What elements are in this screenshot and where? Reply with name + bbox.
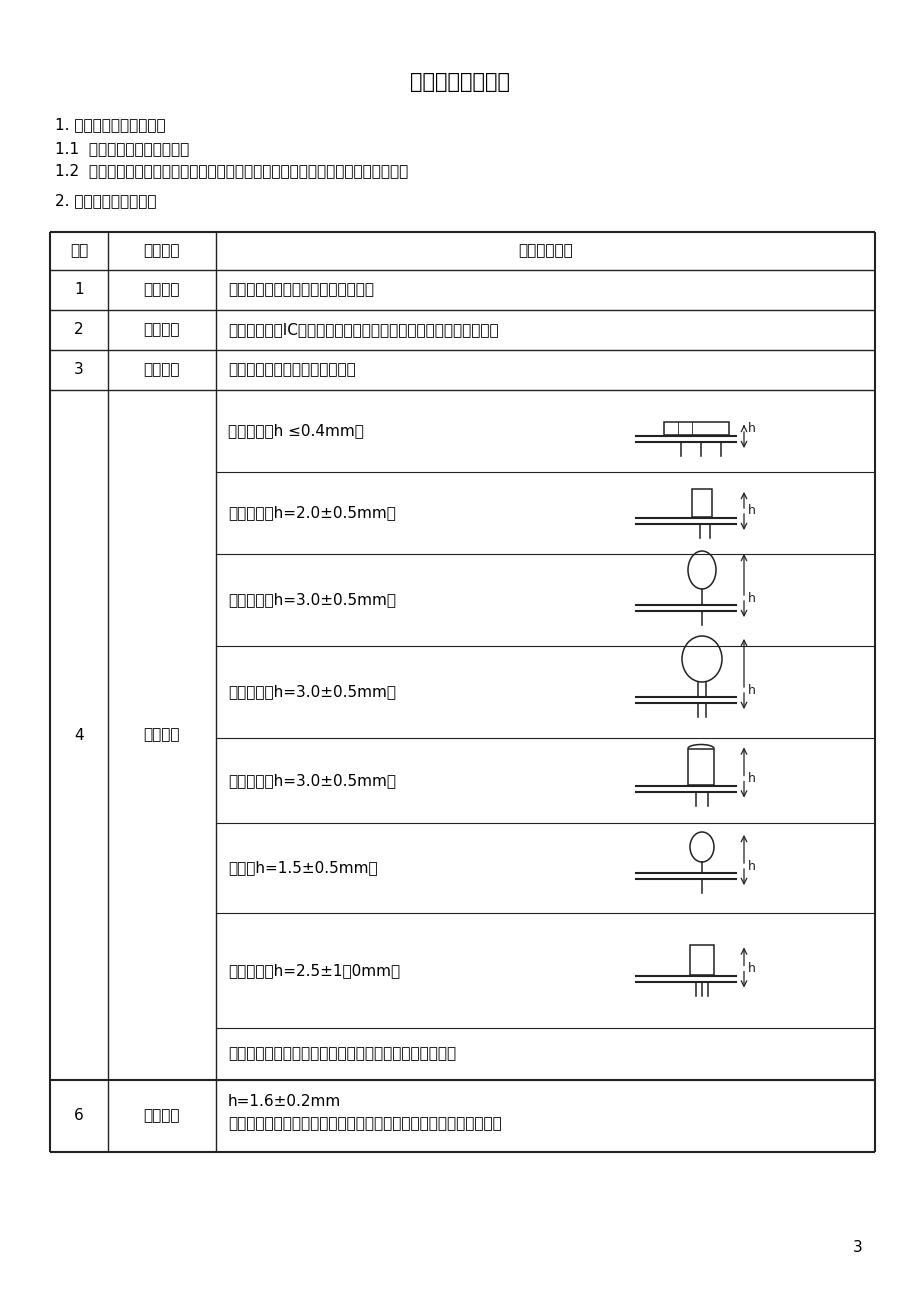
Text: 极性正确: 极性正确 (143, 323, 180, 337)
Text: h=1.6±0.2mm: h=1.6±0.2mm (228, 1094, 341, 1109)
Text: h: h (747, 772, 755, 785)
Text: 6: 6 (74, 1108, 84, 1124)
Text: 1. 自动插件生产工艺要求: 1. 自动插件生产工艺要求 (55, 117, 165, 132)
Text: 剪脚长度: 剪脚长度 (143, 1108, 180, 1124)
Bar (687, 749, 713, 785)
Text: h: h (747, 962, 755, 975)
Text: 项　　目: 项 目 (143, 243, 180, 259)
Text: 3: 3 (852, 1240, 862, 1255)
Text: 插件高度: 插件高度 (143, 728, 180, 742)
Text: 自动插件高度仅供参考，具体高度视来料成形高度而定。: 自动插件高度仅供参考，具体高度视来料成形高度而定。 (228, 1047, 456, 1061)
Text: 序号: 序号 (70, 243, 88, 259)
Text: 2. 自动插件作业标准：: 2. 自动插件作业标准： (55, 193, 156, 208)
Text: 电感（h=1.5±0.5mm）: 电感（h=1.5±0.5mm） (228, 861, 377, 875)
Text: h: h (747, 591, 755, 604)
Text: 三极管类（h=2.5±1．0mm）: 三极管类（h=2.5±1．0mm） (228, 963, 400, 978)
Text: 电解电容（h=2.0±0.5mm）: 电解电容（h=2.0±0.5mm） (228, 505, 395, 521)
Ellipse shape (681, 635, 721, 682)
Text: 涤纶电容（h=3.0±0.5mm）: 涤纶电容（h=3.0±0.5mm） (228, 773, 395, 788)
Text: 卧式元件（h ≤0.4mm）: 卧式元件（h ≤0.4mm） (228, 423, 364, 439)
Text: h: h (747, 504, 755, 517)
Bar (664, 422, 728, 435)
Text: 聚脂电容（h=3.0±0.5mm）: 聚脂电容（h=3.0±0.5mm） (228, 685, 395, 699)
Text: h: h (747, 423, 755, 435)
Text: 如由于不同线路铜箔距离过小时，以元件脚不碰到相邻铜箔为原则。: 如由于不同线路铜箔距离过小时，以元件脚不碰到相邻铜箔为原则。 (228, 1116, 501, 1131)
Text: h: h (747, 859, 755, 872)
Text: 2: 2 (74, 323, 84, 337)
Text: 4: 4 (74, 728, 84, 742)
Text: h: h (747, 684, 755, 697)
Text: 对应位置插上符合要求的元件。: 对应位置插上符合要求的元件。 (228, 362, 356, 378)
Text: 1.2  元器件的排列应整齐美观，一般应做到横平竖直，立式元器件不可以东倒西歪。: 1.2 元器件的排列应整齐美观，一般应做到横平竖直，立式元器件不可以东倒西歪。 (55, 163, 408, 178)
Text: 自动插件生产工艺: 自动插件生产工艺 (410, 72, 509, 92)
Text: 需要插元件的位置插有对应的元件。: 需要插元件的位置插有对应的元件。 (228, 283, 374, 297)
Text: 标　　　　准: 标 准 (517, 243, 573, 259)
Text: 3: 3 (74, 362, 84, 378)
Bar (689, 944, 713, 974)
Text: 带极性元件（IC、二极管、三极管、电解电容等）方向必须正确。: 带极性元件（IC、二极管、三极管、电解电容等）方向必须正确。 (228, 323, 498, 337)
Text: 瓷片电容（h=3.0±0.5mm）: 瓷片电容（h=3.0±0.5mm） (228, 592, 395, 608)
Text: 插件到位: 插件到位 (143, 283, 180, 297)
Ellipse shape (689, 832, 713, 862)
Text: 1: 1 (74, 283, 84, 297)
Bar (691, 490, 711, 517)
Ellipse shape (687, 551, 715, 589)
Text: 1.1  必须采用自动插件生产。: 1.1 必须采用自动插件生产。 (55, 141, 189, 156)
Text: 插件准确: 插件准确 (143, 362, 180, 378)
